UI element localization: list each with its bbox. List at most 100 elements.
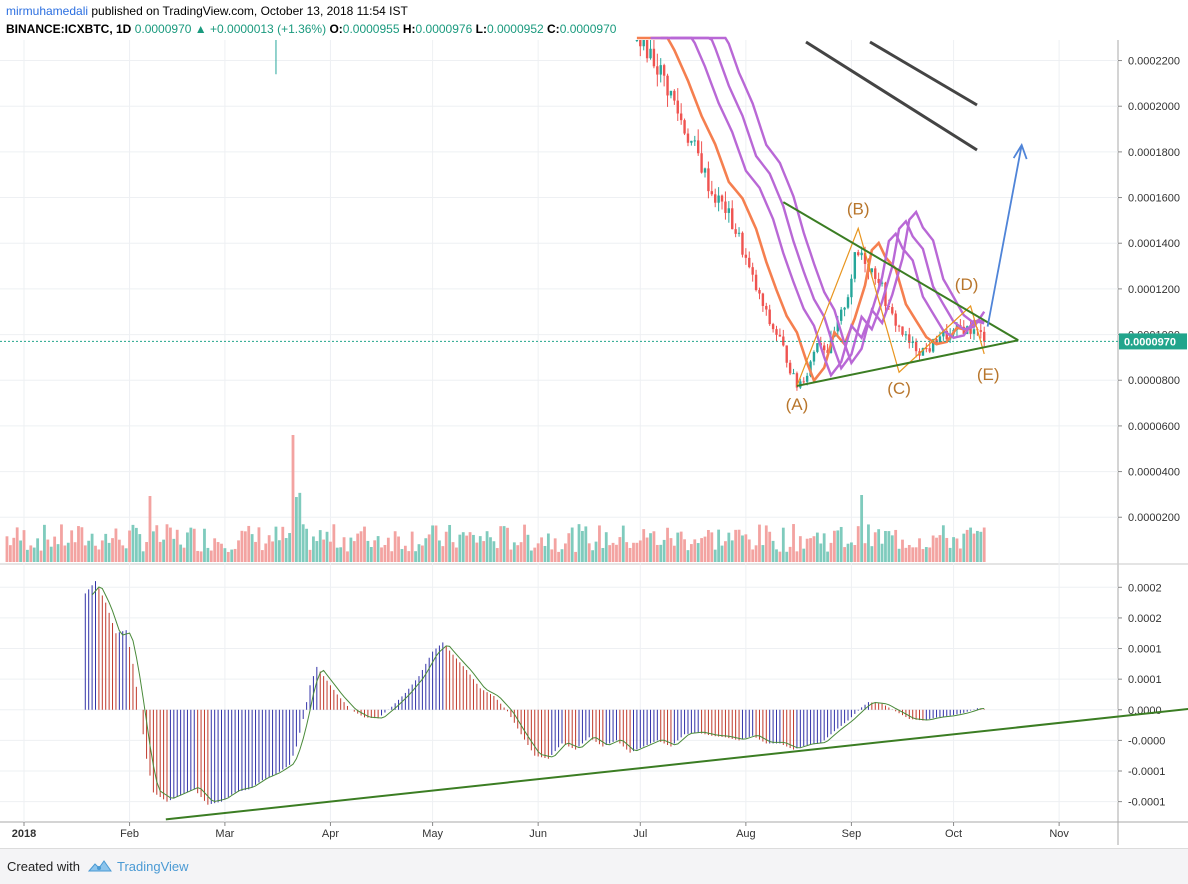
candle-body — [737, 232, 741, 234]
price-axis-label: 0.0002000 — [1128, 101, 1180, 113]
candle-body — [656, 66, 659, 75]
volume-bar — [359, 531, 363, 562]
open-value: 0.0000955 — [342, 22, 400, 36]
author-link[interactable]: mirmuhamedali — [6, 4, 89, 18]
volume-bar — [836, 530, 840, 562]
volume-bar — [482, 541, 486, 562]
volume-bar — [407, 551, 411, 562]
volume-bar — [945, 537, 949, 562]
candle-body — [863, 252, 867, 264]
candle-body — [983, 331, 986, 342]
volume-bar — [264, 543, 268, 562]
volume-bar — [131, 524, 135, 562]
volume-bar — [257, 527, 261, 562]
volume-bar — [417, 544, 421, 562]
volume-bar — [100, 540, 104, 562]
candle-body — [853, 252, 857, 279]
volume-bar — [155, 525, 159, 562]
volume-bar — [764, 525, 768, 562]
candle-body — [816, 343, 819, 352]
volume-bar — [621, 525, 625, 562]
volume-bar — [798, 536, 802, 562]
close-label: C: — [547, 22, 560, 36]
volume-bar — [584, 526, 588, 562]
volume-bar — [145, 541, 148, 562]
volume-bar — [696, 543, 700, 562]
volume-bar — [601, 547, 605, 562]
volume-bar — [434, 525, 438, 562]
candle-body — [945, 330, 948, 340]
candle-body — [751, 267, 754, 275]
volume-bar — [730, 540, 734, 562]
volume-bar — [775, 549, 778, 562]
volume-bar — [761, 545, 765, 562]
x-tick-label: Apr — [322, 828, 339, 840]
ema-purple-line-3 — [670, 36, 985, 366]
volume-bar — [274, 526, 278, 562]
volume-bar — [49, 546, 53, 562]
volume-bar — [376, 536, 380, 562]
macd-axis-label: 0.0001 — [1128, 644, 1162, 656]
volume-bar — [53, 536, 57, 562]
volume-bar — [758, 524, 761, 562]
candle-body — [870, 268, 874, 273]
volume-bar — [420, 545, 424, 562]
volume-bar — [553, 538, 557, 562]
volume-bar — [884, 530, 887, 562]
volume-bar — [560, 549, 564, 562]
volume-bar — [448, 524, 452, 562]
volume-bar — [458, 534, 462, 562]
macd-axis-label: -0.0000 — [1128, 735, 1165, 747]
volume-bar — [574, 551, 578, 562]
volume-bar — [250, 534, 254, 562]
volume-bar — [873, 532, 877, 562]
candle-body — [843, 307, 846, 310]
volume-bar — [618, 537, 622, 562]
candle-body — [758, 290, 761, 294]
volume-bar — [403, 545, 407, 562]
volume-bar — [186, 532, 189, 562]
volume-bar — [819, 543, 823, 562]
volume-bar — [277, 540, 281, 562]
chart-background — [0, 0, 1188, 848]
chart-canvas[interactable]: 2018 Feb Mar Apr May Jun Jul Aug Sep Oct Nov 0.0002… — [0, 0, 1188, 848]
price-axis-label: 0.0002200 — [1128, 56, 1180, 68]
volume-bar — [683, 539, 686, 562]
candle-body — [857, 252, 860, 256]
volume-bar — [839, 526, 843, 562]
volume-bar — [645, 537, 649, 562]
volume-bar — [455, 547, 458, 562]
volume-bar — [39, 550, 43, 562]
volume-bar — [832, 530, 836, 562]
volume-bar — [890, 535, 894, 562]
volume-bar — [856, 526, 860, 562]
volume-bar — [826, 551, 829, 562]
volume-bar — [655, 544, 659, 562]
low-label: L: — [475, 22, 487, 36]
volume-bar — [628, 547, 632, 562]
volume-bar — [111, 538, 114, 562]
volume-bar — [203, 528, 206, 562]
volume-bar — [216, 542, 220, 562]
candle-body — [666, 75, 669, 96]
volume-bar — [795, 551, 799, 562]
candle-body — [652, 48, 656, 67]
candle-body — [731, 208, 734, 230]
tradingview-logo-icon — [88, 860, 112, 872]
volume-bar — [659, 544, 663, 562]
volume-bar — [652, 531, 656, 562]
volume-bar — [499, 526, 503, 562]
candle-body — [686, 133, 690, 143]
volume-bar — [935, 537, 938, 562]
volume-bar — [931, 535, 935, 562]
candle-body — [938, 336, 942, 344]
candle-body — [642, 40, 645, 47]
volume-bar — [754, 545, 758, 562]
volume-bar — [260, 550, 264, 562]
volume-bar — [363, 526, 366, 562]
volume-bar — [492, 541, 496, 562]
tradingview-brand-link[interactable]: TradingView — [117, 859, 189, 874]
candle-body — [860, 252, 863, 256]
symbol-label[interactable]: BINANCE:ICXBTC, 1D — [6, 22, 132, 36]
volume-bar — [700, 538, 703, 562]
